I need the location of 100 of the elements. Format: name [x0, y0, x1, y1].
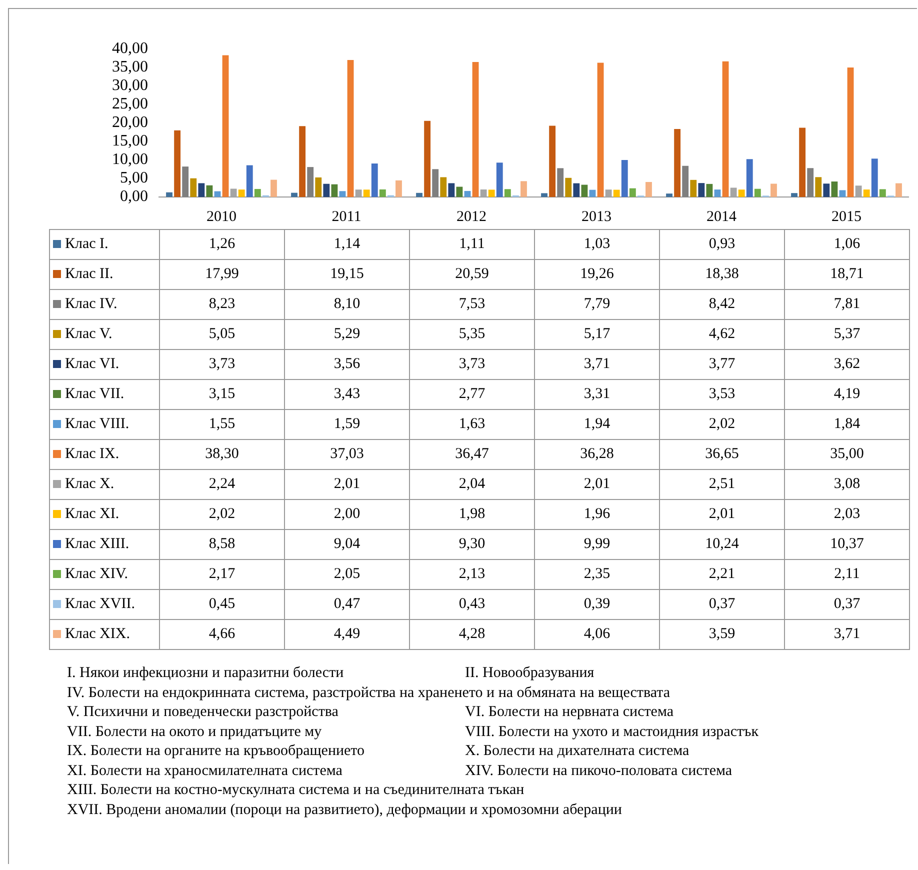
legend-label: Клас VIII.: [65, 416, 130, 432]
legend-label: Клас XIV.: [65, 566, 128, 582]
bar: [315, 177, 322, 197]
data-label: 18,71: [784, 260, 910, 290]
text: XVII. Вродени аномалии (пороци на развитието), деформации и хромозомни аберации: [67, 800, 622, 820]
data-label: 2,02: [160, 500, 284, 530]
data-label: 37,03: [284, 440, 410, 470]
data-label: 2,02: [660, 410, 784, 440]
data-label: 4,49: [284, 620, 410, 650]
legend-label: Клас VI.: [65, 356, 120, 372]
legend-label: Клас XIX.: [65, 626, 130, 642]
legend-label: Клас IX.: [65, 446, 120, 462]
data-label: 1,06: [784, 230, 910, 260]
bar: [746, 159, 753, 197]
data-label: 1,03: [534, 230, 660, 260]
bar: [488, 190, 495, 197]
bar: [520, 181, 527, 197]
bar: [190, 178, 197, 197]
y-tick-label: 0,00: [120, 188, 148, 206]
bar: [839, 190, 846, 197]
bar: [754, 188, 761, 197]
bar: [549, 126, 556, 197]
y-tick-label: 30,00: [112, 77, 148, 94]
bar: [504, 189, 511, 197]
data-label: 1,55: [160, 410, 284, 440]
bar: [714, 190, 721, 197]
bar: [299, 126, 306, 197]
data-label: 3,71: [534, 350, 660, 380]
data-label: 9,04: [284, 530, 410, 560]
bar: [307, 167, 314, 197]
bar: [424, 120, 431, 197]
data-label: 1,11: [410, 230, 534, 260]
bar: [589, 190, 596, 197]
bar: [541, 193, 548, 197]
y-tick-label: 15,00: [112, 132, 148, 150]
x-tick-label: 2013: [582, 208, 612, 225]
data-label: 2,01: [284, 470, 410, 500]
bar: [738, 190, 745, 197]
bar: [448, 183, 455, 197]
bar: [823, 184, 830, 197]
bar: [246, 165, 253, 197]
data-label: 0,39: [534, 590, 660, 620]
data-label: 36,65: [660, 440, 784, 470]
data-label: 0,45: [160, 590, 284, 620]
text: VI. Болести на нервната система: [465, 703, 674, 722]
data-label: 0,47: [284, 590, 410, 620]
data-label: 3,43: [284, 380, 410, 410]
text: IX. Болести на органите на кръвообращението: [67, 742, 366, 761]
bar: [682, 166, 689, 197]
data-label: 0,37: [784, 590, 910, 620]
text: VIII. Болести на ухото и мастоидния израстък: [465, 722, 760, 742]
x-tick-label: 2012: [456, 208, 486, 225]
bar: [198, 183, 205, 197]
bar: [363, 190, 370, 197]
x-tick-label: 2015: [832, 208, 862, 225]
data-label: 1,63: [410, 410, 534, 440]
bar: [799, 128, 806, 197]
data-label: 2,11: [784, 560, 910, 590]
bar: [464, 190, 471, 197]
bar: [770, 184, 777, 197]
bar: [581, 184, 588, 197]
bar: [379, 189, 386, 197]
data-label: 3,77: [660, 350, 784, 380]
data-label: 1,14: [284, 230, 410, 260]
bar: [573, 183, 580, 197]
bar: [896, 183, 902, 197]
legend-label: Клас II.: [65, 266, 114, 282]
data-label: 4,66: [160, 620, 284, 650]
data-label: 1,26: [160, 230, 284, 260]
data-label: 3,08: [784, 470, 910, 500]
text: I. Някои инфекциозни и паразитни болести: [67, 664, 345, 683]
data-label: 2,21: [660, 560, 784, 590]
bar: [847, 68, 854, 197]
bar: [646, 182, 652, 197]
data-label: 7,79: [534, 290, 660, 320]
text: XIV. Болести на пикочо-половата система: [465, 762, 734, 780]
bar: [347, 60, 354, 197]
data-label: 2,05: [284, 560, 410, 590]
data-label: 9,30: [410, 530, 534, 560]
bar: [222, 55, 229, 197]
bar: [254, 188, 261, 197]
data-label: 4,19: [784, 380, 910, 410]
data-label: 2,01: [660, 500, 784, 530]
bar: [807, 168, 814, 197]
bar: [371, 164, 378, 197]
data-label: 7,81: [784, 290, 910, 320]
data-label: 10,24: [660, 530, 784, 560]
legend-label: Клас V.: [65, 326, 112, 342]
data-label: 36,28: [534, 440, 660, 470]
bar: [871, 158, 878, 197]
bar: [863, 189, 870, 197]
bar: [174, 130, 181, 197]
data-label: 0,43: [410, 590, 534, 620]
bar: [698, 183, 705, 197]
data-label: 3,73: [160, 350, 284, 380]
data-label: 1,59: [284, 410, 410, 440]
data-label: 0,93: [660, 230, 784, 260]
legend-label: Клас X.: [65, 476, 114, 492]
bar: [339, 191, 346, 197]
data-label: 3,62: [784, 350, 910, 380]
